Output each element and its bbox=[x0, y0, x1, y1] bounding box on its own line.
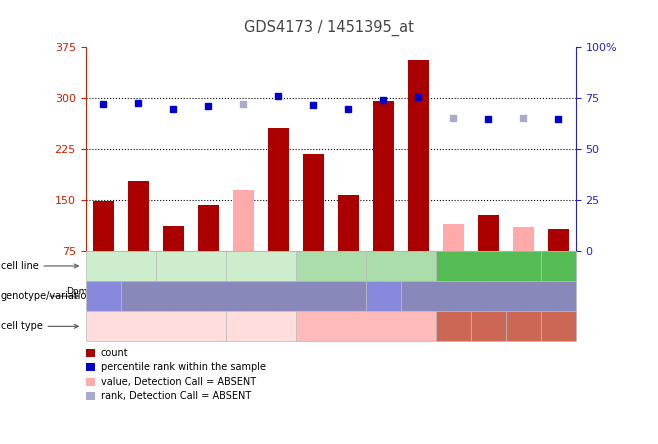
Text: 2: 2 bbox=[485, 261, 492, 271]
Text: percentile rank within the sample: percentile rank within the sample bbox=[101, 362, 266, 372]
Bar bbox=[303, 154, 324, 251]
Bar bbox=[338, 195, 359, 251]
Text: ntTS: ntTS bbox=[354, 321, 378, 331]
Bar bbox=[128, 181, 149, 251]
Text: genotype/variation: genotype/variation bbox=[1, 291, 93, 301]
Bar bbox=[443, 224, 464, 251]
Bar bbox=[547, 229, 569, 251]
Text: 9.2: 9.2 bbox=[322, 261, 339, 271]
Text: TS: TS bbox=[482, 321, 495, 331]
Text: cell type: cell type bbox=[1, 321, 78, 331]
Text: rank, Detection Call = ABSENT: rank, Detection Call = ABSENT bbox=[101, 392, 251, 401]
Bar bbox=[86, 349, 95, 357]
Bar bbox=[86, 378, 95, 386]
Text: value, Detection Call = ABSENT: value, Detection Call = ABSENT bbox=[101, 377, 256, 387]
Text: wild type: wild type bbox=[222, 292, 264, 301]
Bar bbox=[86, 363, 95, 371]
Text: Dnmt1/3a/3b-TK
o: Dnmt1/3a/3b-TK o bbox=[66, 286, 139, 306]
Bar bbox=[93, 201, 114, 251]
Bar bbox=[197, 205, 218, 251]
Text: wild type: wild type bbox=[467, 292, 509, 301]
Text: TS: TS bbox=[552, 321, 565, 331]
Bar bbox=[478, 215, 499, 251]
Text: Dnmt1/3a/3b-TK
o: Dnmt1/3a/3b-TK o bbox=[347, 286, 420, 306]
Text: 1: 1 bbox=[397, 261, 404, 271]
Bar bbox=[233, 190, 253, 251]
Bar bbox=[268, 128, 289, 251]
Text: 19-1: 19-1 bbox=[109, 261, 132, 271]
Text: PE: PE bbox=[254, 321, 267, 331]
Text: XEN: XEN bbox=[513, 321, 534, 331]
Bar bbox=[372, 101, 393, 251]
Text: 5: 5 bbox=[555, 261, 561, 271]
Text: ES: ES bbox=[149, 321, 162, 331]
Bar bbox=[513, 227, 534, 251]
Bar bbox=[163, 226, 184, 251]
Text: J1G4.2: J1G4.2 bbox=[243, 261, 278, 271]
Text: XEN: XEN bbox=[443, 321, 464, 331]
Text: count: count bbox=[101, 348, 128, 357]
Text: GDS4173 / 1451395_at: GDS4173 / 1451395_at bbox=[244, 20, 414, 36]
Text: cell line: cell line bbox=[1, 261, 78, 271]
Bar bbox=[86, 392, 95, 400]
Bar bbox=[408, 60, 428, 251]
Text: J1: J1 bbox=[186, 261, 195, 271]
